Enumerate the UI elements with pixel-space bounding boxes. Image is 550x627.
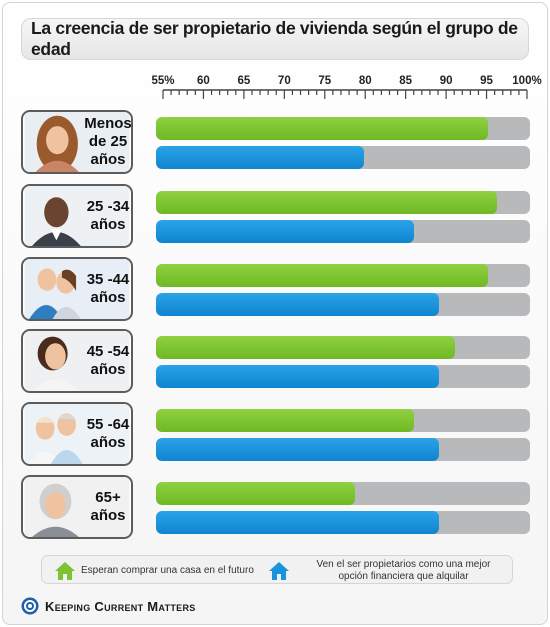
x-tick-label: 70 xyxy=(278,75,291,87)
age-group-row: 25 -34 años xyxy=(21,184,531,250)
bar-track xyxy=(156,482,530,505)
bar-track xyxy=(156,293,530,316)
age-group-label: Menos de 25 años xyxy=(81,112,132,172)
age-group-card: 55 -64 años xyxy=(21,402,133,466)
legend-label-blue-line1: Ven el ser propietarios como una mejor xyxy=(316,558,491,570)
bar-track xyxy=(156,438,530,461)
woman-photo-icon xyxy=(24,331,130,391)
x-tick-label: 90 xyxy=(440,75,453,87)
bar-expect-to-buy xyxy=(156,191,497,214)
age-group-card: Menos de 25 años xyxy=(21,110,133,174)
bar-expect-to-buy xyxy=(156,336,456,359)
age-group-card: 25 -34 años xyxy=(21,184,133,248)
legend-item-green: Esperan comprar una casa en el futuro xyxy=(54,556,254,585)
title-box: La creencia de ser propietario de vivien… xyxy=(21,18,529,60)
house-icon xyxy=(269,561,289,580)
age-group-label: 35 -44 años xyxy=(81,259,131,319)
bar-track xyxy=(156,146,530,169)
x-tick-label: 60 xyxy=(197,75,210,87)
legend-item-blue: Ven el ser propietarios como una mejor o… xyxy=(268,556,511,585)
brand: Keeping Current Matters xyxy=(21,596,196,616)
couple-photo-icon xyxy=(24,259,130,319)
bar-track xyxy=(156,264,530,287)
bar-better-financial-option xyxy=(156,293,439,316)
bar-expect-to-buy xyxy=(156,409,414,432)
bar-track xyxy=(156,511,530,534)
young-woman-photo-icon xyxy=(24,112,130,172)
bar-expect-to-buy xyxy=(156,482,356,505)
bar-track xyxy=(156,336,530,359)
senior-couple-photo-icon xyxy=(24,404,130,464)
age-group-label-line: de 25 xyxy=(88,133,128,150)
age-group-label: 65+ años xyxy=(81,477,131,537)
age-group-card: 45 -54 años xyxy=(21,329,133,393)
age-group-card: 35 -44 años xyxy=(21,257,133,321)
x-tick-label: 95 xyxy=(480,75,493,87)
bar-better-financial-option xyxy=(156,438,439,461)
house-icon xyxy=(55,561,75,580)
age-group-label-line: años xyxy=(90,361,126,378)
age-group-label-line: Menos xyxy=(84,115,132,132)
bar-track xyxy=(156,409,530,432)
age-group-row: 55 -64 años xyxy=(21,402,531,468)
age-group-label-line: años xyxy=(90,434,126,451)
age-group-label: 55 -64 años xyxy=(81,404,131,464)
bar-track xyxy=(156,191,530,214)
young-man-photo-icon xyxy=(24,186,130,246)
legend-label-blue-line2: opción financiera que alquilar xyxy=(338,570,469,582)
bar-better-financial-option xyxy=(156,146,364,169)
bar-better-financial-option xyxy=(156,220,414,243)
bar-expect-to-buy xyxy=(156,264,489,287)
x-tick-label: 65 xyxy=(237,75,250,87)
age-group-label-line: 65+ xyxy=(95,489,121,506)
age-group-label-line: 35 -44 xyxy=(86,271,130,288)
bar-track xyxy=(156,117,530,140)
bar-better-financial-option xyxy=(156,365,439,388)
x-tick-label: 80 xyxy=(359,75,372,87)
age-group-label-line: 55 -64 xyxy=(86,416,130,433)
legend-label-green: Esperan comprar una casa en el futuro xyxy=(81,564,254,576)
x-tick-label: 85 xyxy=(399,75,412,87)
bar-track xyxy=(156,220,530,243)
age-group-row: 35 -44 años xyxy=(21,257,531,323)
age-group-label-line: años xyxy=(90,216,126,233)
x-tick-label: 75 xyxy=(318,75,331,87)
age-group-label-line: 25 -34 xyxy=(86,198,130,215)
bar-track xyxy=(156,365,530,388)
legend-label-blue: Ven el ser propietarios como una mejor o… xyxy=(296,559,511,583)
age-group-label-line: años xyxy=(90,289,126,306)
age-group-card: 65+ años xyxy=(21,475,133,539)
age-group-row: Menos de 25 años xyxy=(21,110,531,176)
age-group-row: 45 -54 años xyxy=(21,329,531,395)
brand-name: Keeping Current Matters xyxy=(45,598,196,614)
age-group-label: 45 -54 años xyxy=(81,331,131,391)
bar-expect-to-buy xyxy=(156,117,489,140)
age-group-label-line: 45 -54 xyxy=(86,343,130,360)
age-group-row: 65+ años xyxy=(21,475,531,541)
age-group-label-line: años xyxy=(90,151,126,168)
x-tick-label: 100% xyxy=(512,75,541,87)
age-group-label-line: años xyxy=(90,507,126,524)
legend: Esperan comprar una casa en el futuro Ve… xyxy=(41,555,513,584)
x-axis: 55% 60 65 70 75 80 85 90 95 100% xyxy=(151,75,542,99)
bar-better-financial-option xyxy=(156,511,439,534)
kcm-logo-icon xyxy=(21,597,39,615)
chart-title: La creencia de ser propietario de vivien… xyxy=(31,18,518,59)
elderly-woman-photo-icon xyxy=(24,477,130,537)
x-tick-label: 55% xyxy=(151,75,174,87)
age-group-label: 25 -34 años xyxy=(81,186,131,246)
